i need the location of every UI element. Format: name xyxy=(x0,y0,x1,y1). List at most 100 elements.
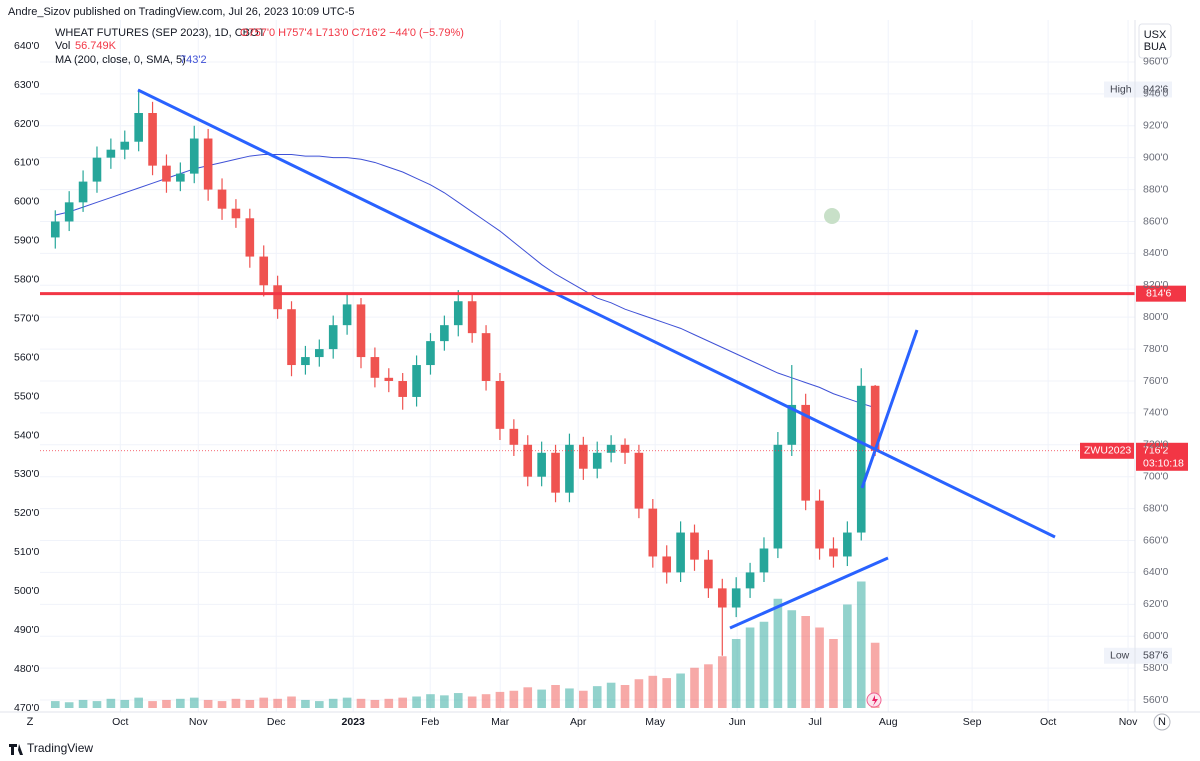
candle-body xyxy=(440,325,449,342)
candle-layer xyxy=(50,89,880,656)
volume-bar xyxy=(440,695,449,708)
footer: TradingView xyxy=(27,741,93,755)
volume-bar xyxy=(328,698,338,708)
y2-tick-label: 550'0 xyxy=(14,390,40,402)
y-tick-label: 660'0 xyxy=(1143,534,1169,546)
candle-body xyxy=(509,428,519,445)
volume-bar xyxy=(579,690,588,708)
y2-tick-label: 470'0 xyxy=(14,702,40,714)
volume-bar xyxy=(231,698,241,708)
x-tick-label: Oct xyxy=(112,716,128,728)
volume-bar xyxy=(787,610,797,708)
trend-line xyxy=(729,556,889,630)
volume-bar xyxy=(731,639,741,708)
y2-tick-label: 530'0 xyxy=(14,468,40,480)
event-icon xyxy=(872,695,878,706)
candle-body xyxy=(856,385,866,533)
y-tick-label: 720'0 xyxy=(1143,439,1169,451)
candle-body xyxy=(870,385,880,451)
control[interactable]: N xyxy=(1158,716,1166,728)
candle-body xyxy=(592,452,602,469)
control[interactable]: Z xyxy=(27,716,34,728)
volume-bar xyxy=(64,702,74,708)
grid xyxy=(40,20,1135,712)
candle-body xyxy=(273,285,282,310)
control[interactable] xyxy=(1153,713,1171,731)
volume-bar xyxy=(634,679,644,708)
volume-bar xyxy=(287,696,296,708)
volume-bar xyxy=(453,693,463,708)
candle-body xyxy=(815,500,824,549)
candle-body xyxy=(579,444,588,469)
volume-bar xyxy=(801,616,810,708)
candle-body xyxy=(787,404,797,445)
candle-body xyxy=(106,149,116,158)
x-tick-label: Dec xyxy=(267,716,286,728)
candle-body xyxy=(606,444,616,453)
currency: BUA xyxy=(1144,41,1167,53)
candle-body xyxy=(773,444,783,549)
candle-body xyxy=(370,357,380,378)
currency: USX xyxy=(1144,29,1167,41)
y2-tick-label: 610'0 xyxy=(14,157,40,169)
x-tick-label: Sep xyxy=(963,716,982,728)
y-tick-label: 820'0 xyxy=(1143,279,1169,291)
volume-layer xyxy=(50,581,880,708)
candle-body xyxy=(203,138,213,190)
symbol-badge-label: ZWU2023 xyxy=(1084,445,1131,457)
y2-tick-label: 500'0 xyxy=(14,585,40,597)
candle-body xyxy=(78,181,88,203)
price-badge-label: 814'6 xyxy=(1146,287,1172,299)
candle-body xyxy=(467,301,477,334)
volume-bar xyxy=(495,691,505,708)
candle-body xyxy=(717,588,727,608)
y2-tick-label: 560'0 xyxy=(14,351,40,363)
y2-tick-label: 590'0 xyxy=(14,235,40,247)
volume-bar xyxy=(50,701,60,708)
candle-body xyxy=(676,532,685,573)
volume-bar xyxy=(759,621,769,708)
volume-bar xyxy=(870,642,880,708)
y-tick-label: 620'0 xyxy=(1143,598,1169,610)
candle-body xyxy=(120,141,130,150)
volume-bar xyxy=(620,685,630,708)
volume-bar xyxy=(523,687,533,708)
y-tick-label: 580'0 xyxy=(1143,662,1169,674)
y-tick-label: 920'0 xyxy=(1143,120,1169,132)
volume-bar xyxy=(176,698,185,708)
candle-body xyxy=(50,221,60,238)
volume-bar xyxy=(301,699,310,708)
candle-body xyxy=(648,508,658,557)
x-tick-label: Oct xyxy=(1040,716,1056,728)
overlay-layer: 814'6 High 942'6 Low 587'6 ZWU2023 716'203:10:… xyxy=(40,81,1188,664)
x-tick-label: 2023 xyxy=(342,716,366,728)
volume-bar xyxy=(829,639,838,708)
candle-body xyxy=(662,556,672,573)
extreme-label: 942'6 xyxy=(1143,83,1169,95)
y2-tick-label: 520'0 xyxy=(14,507,40,519)
candle-body xyxy=(342,304,352,326)
candle-body xyxy=(287,309,296,366)
candle-body xyxy=(801,404,810,501)
ma-value: 743'2 xyxy=(180,54,207,66)
volume-bar xyxy=(745,627,755,708)
candle-body xyxy=(259,256,269,286)
volume-bar xyxy=(92,701,102,708)
candle-body xyxy=(384,377,394,381)
y-tick-label: 780'0 xyxy=(1143,343,1169,355)
volume-bar xyxy=(259,697,269,708)
volume-bar xyxy=(120,699,130,708)
last-price-label: 716'2 xyxy=(1143,445,1169,457)
y2-tick-label: 510'0 xyxy=(14,546,40,558)
volume-bar xyxy=(704,664,713,708)
volume-bar xyxy=(245,699,255,708)
candle-body xyxy=(495,380,505,429)
currency-box[interactable] xyxy=(1138,23,1172,59)
ohlc-label: O757'0 H757'4 L713'0 C716'2 −44'0 (−5.79… xyxy=(240,27,464,39)
extreme-name: Low xyxy=(1110,650,1130,662)
volume-bar xyxy=(592,686,602,708)
volume-bar xyxy=(676,673,685,708)
candle-body xyxy=(328,325,338,350)
volume-bar xyxy=(106,698,116,708)
